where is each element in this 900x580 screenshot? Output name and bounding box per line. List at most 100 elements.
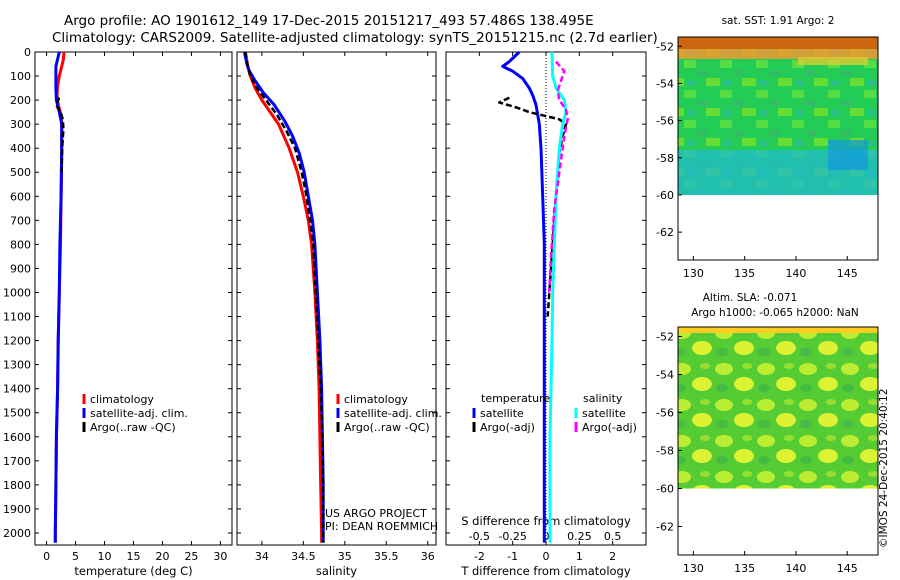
depth-tick-label: 700 <box>10 214 31 227</box>
temperature-series-satellite-adj-clim- <box>53 51 64 543</box>
legend-label: climatology <box>90 393 154 406</box>
salinity-xtick-label: 35 <box>338 550 352 563</box>
temperature-xtick-label: 0 <box>43 550 50 563</box>
s-diff-tick-label: 0 <box>543 530 550 543</box>
legend-label: satellite-adj. clim. <box>344 407 442 420</box>
legend-label: satellite <box>582 407 626 420</box>
difference-xtick-label: 0 <box>543 550 550 563</box>
project-annotation: US ARGO PROJECT <box>325 507 427 520</box>
depth-tick-label: 1000 <box>3 286 31 299</box>
depth-tick-label: 400 <box>10 142 31 155</box>
sst_map-ytick-label: -58 <box>656 152 674 165</box>
sla_map-frame <box>677 326 879 556</box>
depth-tick-label: 1300 <box>3 359 31 372</box>
depth-tick-label: 2000 <box>3 527 31 540</box>
temperature-xtick-label: 5 <box>72 550 79 563</box>
sst_map-xtick-label: 130 <box>683 267 704 280</box>
pi-annotation: PI: DEAN ROEMMICH <box>325 520 438 533</box>
legend-label: satellite <box>480 407 524 420</box>
salinity-xtick-label: 36 <box>421 550 435 563</box>
sst-map-title: sat. SST: 1.91 Argo: 2 <box>722 15 835 27</box>
depth-tick-label: 1900 <box>3 503 31 516</box>
sla_map-ytick-label: -54 <box>656 369 674 382</box>
legend-label: climatology <box>344 393 408 406</box>
difference-xtick-label: -1 <box>507 550 518 563</box>
salinity-xlabel: salinity <box>316 564 357 578</box>
legend-label: Argo(-adj) <box>480 421 535 434</box>
s-diff-axis-label: S difference from climatology <box>461 514 631 528</box>
depth-tick-label: 100 <box>10 70 31 83</box>
legend-label: Argo(..raw -QC) <box>90 421 176 434</box>
depth-tick-label: 1400 <box>3 383 31 396</box>
salinity-xtick-label: 35.5 <box>374 550 399 563</box>
depth-tick-label: 1700 <box>3 455 31 468</box>
temperature-xtick-label: 25 <box>184 550 198 563</box>
s-diff-tick-label: 0.25 <box>567 530 592 543</box>
sst_map-frame <box>677 36 879 261</box>
sst_map-ytick-label: -62 <box>656 226 674 239</box>
depth-tick-label: 0 <box>24 46 31 59</box>
difference-series-salinity-satellite <box>548 51 568 543</box>
sla_map-xtick-label: 135 <box>734 562 755 575</box>
header-line-2: Climatology: CARS2009. Satellite-adjuste… <box>52 30 658 46</box>
difference-panel: -2 -1 0 1 2T difference from climatology -0.5… <box>445 50 647 578</box>
salinity-series-climatology <box>243 51 324 543</box>
s-diff-tick-label: 0.5 <box>604 530 622 543</box>
temperature-xtick-label: 10 <box>98 550 112 563</box>
legend-label: Argo(-adj) <box>582 421 637 434</box>
depth-tick-label: 800 <box>10 238 31 251</box>
sst_map-xtick-label: 135 <box>734 267 755 280</box>
depth-tick-label: 1100 <box>3 311 31 324</box>
depth-tick-label: 500 <box>10 166 31 179</box>
sla_map-field <box>678 327 878 489</box>
salinity-series-argo-raw-qc- <box>244 51 325 543</box>
sst-cold-patch <box>828 139 868 170</box>
sla-map-title: Altim. SLA: -0.071 <box>703 292 798 304</box>
depth-tick-label: 1500 <box>3 407 31 420</box>
sst_map-ytick-label: -54 <box>656 77 674 90</box>
salinity-panel: 34 34.5 35 35.5 36 salinity climatologysatelli… <box>236 51 442 578</box>
sla_map-ytick-label: -60 <box>656 483 674 496</box>
salinity-plot-frame <box>236 51 437 546</box>
sla_map-xtick-label: 130 <box>683 562 704 575</box>
depth-tick-label: 1600 <box>3 431 31 444</box>
temperature-panel: 0100200300400500600700800900100011001200… <box>3 46 233 578</box>
sst_map-ytick-label: -60 <box>656 189 674 202</box>
sla_map-xtick-label: 140 <box>785 562 806 575</box>
depth-tick-label: 1800 <box>3 479 31 492</box>
salinity-xtick-label: 34.5 <box>291 550 316 563</box>
sst_map-xtick-label: 145 <box>837 267 858 280</box>
difference-series-temperature-satellite <box>501 50 546 543</box>
sst-warm-band-2 <box>678 49 878 59</box>
depth-tick-label: 600 <box>10 190 31 203</box>
sla-top-band <box>678 327 878 333</box>
difference-xtick-label: 2 <box>609 550 616 563</box>
legend-header-temperature: temperature <box>481 392 550 405</box>
sst_map-ytick-label: -56 <box>656 115 674 128</box>
imos-credit: ©IMOS 24-Dec-2015 20:40:12 <box>878 389 890 548</box>
sla_map-xtick-label: 145 <box>837 562 858 575</box>
temperature-plot-frame <box>34 51 233 546</box>
temperature-xtick-label: 20 <box>155 550 169 563</box>
legend-label: Argo(..raw -QC) <box>344 421 430 434</box>
sla_map-ytick-label: -58 <box>656 445 674 458</box>
s-diff-tick-label: -0.5 <box>469 530 490 543</box>
sla_map-ytick-label: -56 <box>656 407 674 420</box>
temperature-xlabel: temperature (deg C) <box>74 564 192 578</box>
depth-tick-label: 1200 <box>3 335 31 348</box>
difference-xlabel: T difference from climatology <box>460 564 631 578</box>
sla_map-ytick-label: -52 <box>656 331 674 344</box>
sla_map-ytick-label: -62 <box>656 521 674 534</box>
sst_map-xtick-label: 140 <box>785 267 806 280</box>
sst-warm-patch <box>798 57 868 65</box>
header-line-1: Argo profile: AO 1901612_149 17-Dec-2015… <box>64 13 594 29</box>
temperature-xtick-label: 30 <box>213 550 227 563</box>
depth-tick-label: 200 <box>10 94 31 107</box>
depth-tick-label: 900 <box>10 262 31 275</box>
salinity-xtick-label: 34 <box>255 550 269 563</box>
temperature-xtick-label: 15 <box>127 550 141 563</box>
sst-warm-band <box>678 37 878 49</box>
sst-map-panel: -52 -54 -56 -58 -60 -62 130 135 140 145 sat. SST: … <box>656 15 879 280</box>
difference-xtick-label: -2 <box>474 550 485 563</box>
